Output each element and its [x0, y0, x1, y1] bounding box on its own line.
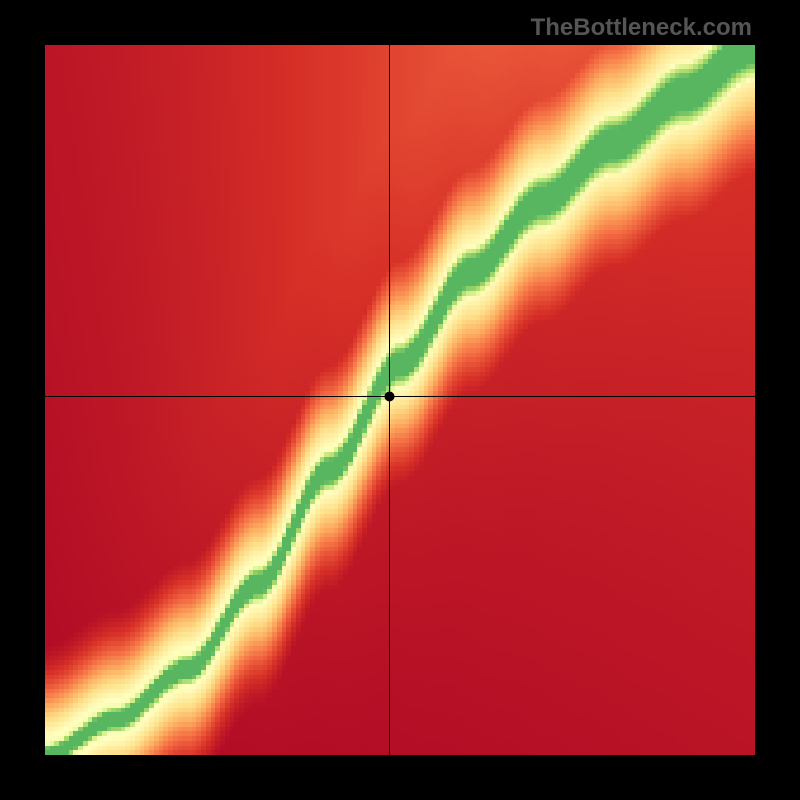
- watermark-text: TheBottleneck.com: [531, 14, 752, 42]
- bottleneck-heatmap: [45, 45, 755, 755]
- chart-container: TheBottleneck.com: [0, 0, 800, 800]
